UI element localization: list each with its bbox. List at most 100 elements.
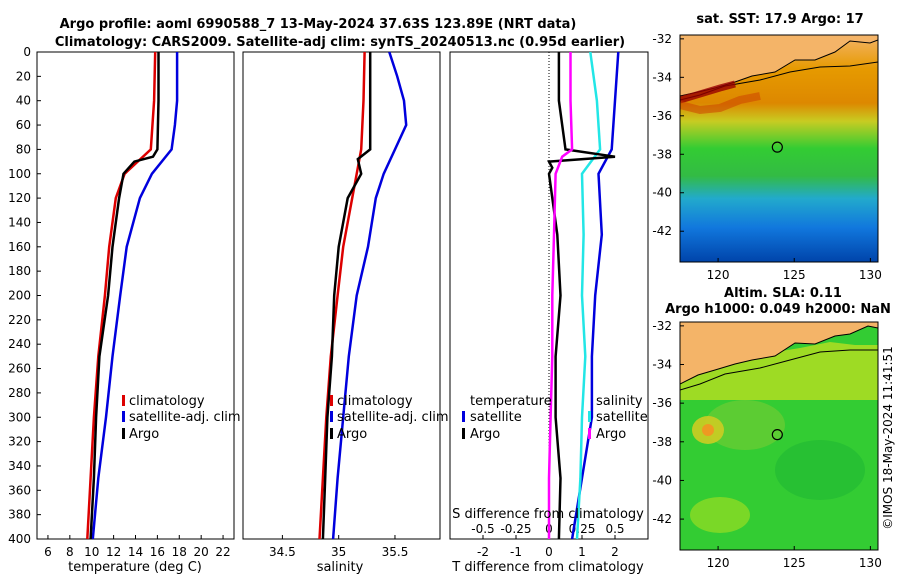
salinity-xlabel: salinity	[317, 560, 364, 575]
legend-argo: Argo	[129, 427, 159, 442]
sst-map-frame	[679, 34, 879, 263]
coastline	[680, 325, 878, 385]
lat-tick-label: -34	[652, 70, 672, 84]
temperature-panel: 0 20 40 60 80 100 120 140 160 180 200 220 240 260 280 3…	[8, 45, 454, 575]
legend-climatology: climatology	[337, 394, 413, 409]
legend-swatch-s-satellite	[588, 411, 591, 422]
lat-tick-label: -36	[652, 396, 672, 410]
sla-anomaly	[702, 424, 714, 436]
x-tick-label: 10	[84, 545, 99, 559]
x-tick-label: 34.5	[269, 545, 296, 559]
temperature-axes	[36, 51, 235, 540]
legend-swatch-satellite	[122, 411, 125, 422]
series-line-argo	[321, 52, 372, 540]
salinity-axes	[242, 51, 441, 540]
depth-tick-label: 260	[8, 362, 31, 376]
depth-tick-label: 400	[8, 532, 31, 546]
x-tick-label: 0	[545, 545, 553, 559]
depth-tick-label: 40	[16, 94, 31, 108]
x-tick-label: 20	[194, 545, 209, 559]
x-tick-label: 8	[66, 545, 74, 559]
x-tick-label: 1	[578, 545, 586, 559]
depth-tick-label: 360	[8, 483, 31, 497]
legend-swatch-satellite	[330, 411, 333, 422]
depth-tick-label: 60	[16, 118, 31, 132]
argo-float-marker	[771, 429, 783, 441]
x-tick-label: -1	[510, 545, 522, 559]
depth-tick-label: 340	[8, 459, 31, 473]
lat-tick-label: -40	[652, 473, 672, 487]
lon-tick-label: 125	[783, 268, 806, 282]
lon-tick-label: 130	[859, 268, 882, 282]
difference-panel: -2 -1 0 1 2 -0.5 -0.25 0 0.25 0.5 S difference f…	[449, 51, 649, 575]
sla-anomaly	[690, 497, 750, 533]
lat-tick-label: -32	[652, 319, 672, 333]
imos-stamp: ©IMOS 18-May-2024 11:41:51	[881, 346, 895, 530]
series-line-s-satellite	[575, 51, 602, 540]
argo-float-marker	[771, 141, 783, 153]
depth-tick-label: 80	[16, 142, 31, 156]
series-line-satellite-adj-clim	[91, 52, 179, 540]
legend-swatch-climatology	[330, 395, 333, 406]
legend-satellite: satellite-adj. clim	[129, 410, 241, 425]
temperature-legend: climatology satellite-adj. clim Argo	[122, 394, 241, 442]
depth-tick-label: 220	[8, 313, 31, 327]
salinity-xticks: 34.5 35 35.5	[269, 535, 408, 559]
legend-t-argo: Argo	[470, 427, 500, 442]
lon-tick-label: 120	[707, 268, 730, 282]
lat-tick-label: -38	[652, 147, 672, 161]
sla-anomaly	[705, 400, 785, 450]
x-tick-label: 16	[150, 545, 165, 559]
x-tick-label: 2	[611, 545, 619, 559]
sst-map-ticks: -32 -34 -36 -38 -40 -42 120 125 130	[652, 32, 881, 282]
depth-tick-label: 140	[8, 215, 31, 229]
s-tick-label: 0.5	[605, 522, 624, 536]
legend-s-satellite: satellite	[596, 410, 648, 425]
temperature-xlabel: temperature (deg C)	[68, 560, 202, 575]
depth-tick-label: 180	[8, 264, 31, 278]
sst-map-title: sat. SST: 17.9 Argo: 17	[696, 12, 863, 27]
depth-tick-label: 100	[8, 167, 31, 181]
series-line-satellite-adj-clim	[331, 51, 408, 540]
legend-swatch-s-argo	[588, 428, 591, 439]
depth-tick-label: 200	[8, 289, 31, 303]
series-line-s-argo	[547, 52, 574, 539]
series-line-climatology	[318, 51, 366, 540]
warm-current	[680, 92, 761, 115]
salinity-lines	[318, 51, 408, 540]
x-tick-label: 18	[172, 545, 187, 559]
warm-coastal-band	[680, 80, 736, 104]
depth-tick-label: 380	[8, 508, 31, 522]
x-tick-label: -2	[477, 545, 489, 559]
depth-tick-label: 280	[8, 386, 31, 400]
legend-swatch-t-satellite	[462, 411, 465, 422]
series-line-t-satellite	[570, 51, 620, 540]
legend-t-satellite: satellite	[470, 410, 522, 425]
x-tick-label: 22	[215, 545, 230, 559]
sst-map: sat. SST: 17.9 Argo: 17 -32-34-36-38-40-…	[652, 12, 881, 282]
legend-swatch-argo	[330, 428, 333, 439]
temperature-xticks: 6 8 10 12 14 16 18 20 22	[44, 535, 231, 559]
x-tick-label: 35.5	[382, 545, 409, 559]
land-mass	[680, 35, 878, 96]
legend-argo: Argo	[337, 427, 367, 442]
depth-tick-label: 160	[8, 240, 31, 254]
temperature-lines	[86, 51, 179, 540]
series-line-argo	[89, 52, 160, 540]
legend-swatch-climatology	[122, 395, 125, 406]
sla-map-frame	[679, 321, 879, 551]
sla-anomaly	[775, 440, 865, 500]
lat-tick-label: -36	[652, 109, 672, 123]
depth-tick-label: 120	[8, 191, 31, 205]
legend-salinity-title: salinity	[596, 394, 643, 409]
x-tick-label: 35	[331, 545, 346, 559]
lat-tick-label: -42	[652, 224, 672, 238]
sla-map-ticks: -32 -34 -36 -38 -40 -42 120 125 130	[652, 319, 881, 570]
legend-temperature-title: temperature	[470, 394, 552, 409]
depth-tick-label: 0	[23, 45, 31, 59]
s-tick-label: -0.25	[500, 522, 531, 536]
lon-tick-label: 125	[783, 556, 806, 570]
lat-tick-label: -40	[652, 186, 672, 200]
sla-map-title: Altim. SLA: 0.11	[724, 286, 842, 301]
series-line-t-argo	[546, 52, 616, 540]
